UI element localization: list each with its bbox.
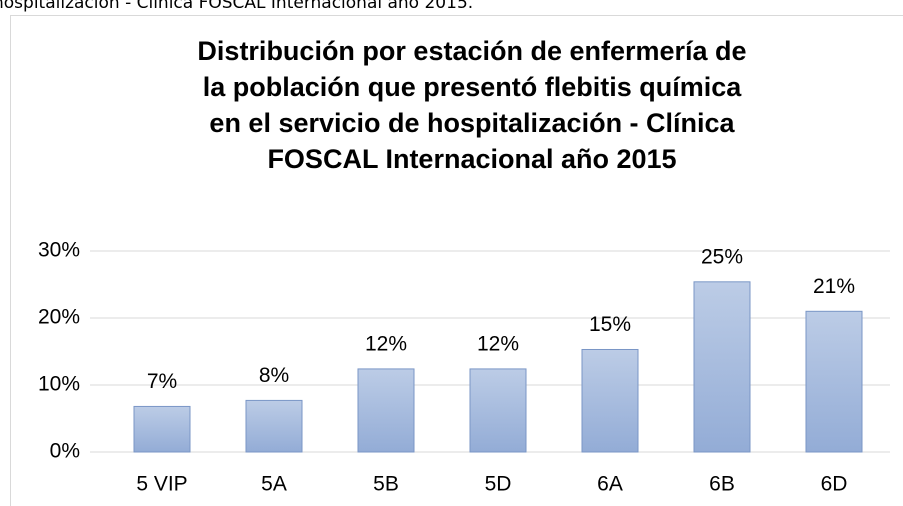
data-label: 21% [813, 275, 855, 298]
bar [693, 281, 751, 453]
chart-title: la población que presentó flebitis quími… [203, 72, 743, 102]
bar [469, 368, 527, 453]
chart-title: en el servicio de hospitalización - Clín… [209, 108, 735, 138]
bar [581, 348, 639, 453]
x-tick-label: 6A [597, 473, 623, 496]
bar [133, 405, 191, 453]
data-label: 12% [477, 332, 519, 355]
bar [245, 399, 303, 453]
y-tick-label: 30% [38, 239, 80, 262]
bar [805, 310, 863, 453]
data-label: 25% [701, 245, 743, 268]
x-tick-label: 5B [373, 473, 399, 496]
y-tick-label: 10% [38, 373, 80, 396]
x-tick-label: 5A [261, 473, 287, 496]
x-tick-label: 6D [821, 473, 848, 496]
bar [357, 368, 415, 453]
x-tick-label: 5 VIP [136, 473, 187, 496]
data-label: 15% [589, 313, 631, 336]
y-tick-label: 20% [38, 306, 80, 329]
y-tick-label: 0% [50, 440, 80, 463]
x-tick-label: 6B [709, 473, 735, 496]
x-tick-label: 5D [485, 473, 512, 496]
chart-title: Distribución por estación de enfermería … [197, 36, 746, 66]
chart-title: FOSCAL Internacional año 2015 [267, 144, 676, 174]
chart-frame [10, 15, 903, 506]
data-label: 7% [147, 370, 177, 393]
data-label: 12% [365, 332, 407, 355]
data-label: 8% [259, 364, 289, 387]
caption: hospitalización - Clínica FOSCAL Interna… [0, 0, 473, 13]
